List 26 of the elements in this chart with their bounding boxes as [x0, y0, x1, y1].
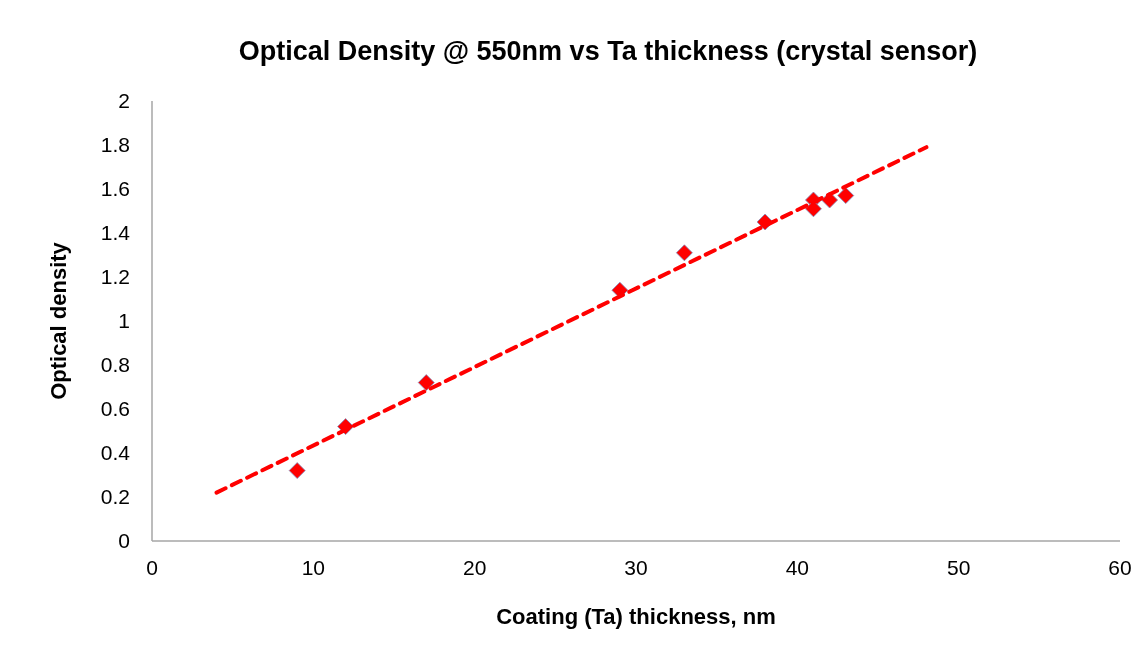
- x-tick-label: 30: [624, 556, 648, 579]
- point: [837, 187, 855, 204]
- y-tick-label: 2: [118, 89, 130, 113]
- x-tick-label: 60: [1108, 556, 1132, 579]
- point: [676, 244, 693, 262]
- x-axis-title: Coating (Ta) thickness, nm: [496, 604, 776, 629]
- y-tick-label: 1: [118, 309, 130, 333]
- x-tick-label: 0: [146, 556, 158, 579]
- point: [821, 191, 838, 209]
- y-tick-label: 0.8: [100, 353, 130, 377]
- y-tick-label: 1.2: [100, 265, 130, 289]
- x-tick-label: 20: [462, 556, 487, 579]
- y-tick-label: 0.2: [100, 485, 130, 509]
- y-tick-label: 0.6: [100, 397, 130, 421]
- y-tick-label: 1.8: [100, 133, 130, 157]
- chart-title: Optical Density @ 550nm vs Ta thickness (crystal sensor): [238, 36, 978, 66]
- x-tick-label: 40: [785, 556, 810, 579]
- y-tick-label: 1.6: [100, 177, 130, 201]
- point: [288, 462, 306, 479]
- x-tick-label: 10: [301, 556, 326, 579]
- y-tick-label: 1.4: [100, 221, 131, 245]
- x-tick-label: 50: [946, 556, 971, 579]
- y-tick-label: 0: [118, 529, 130, 553]
- y-axis-title: Optical density: [46, 241, 71, 400]
- y-tick-label: 0.4: [100, 441, 131, 465]
- point: [417, 374, 435, 391]
